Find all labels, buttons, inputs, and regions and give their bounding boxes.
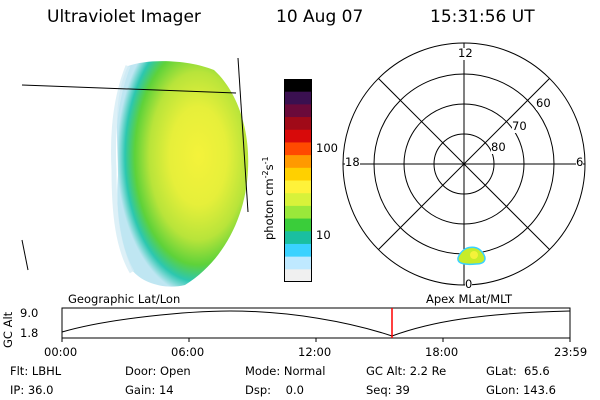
mlat-label-80: 80 bbox=[491, 140, 506, 154]
auroral-oval-peak bbox=[470, 251, 478, 259]
info-ip: IP: 36.0 bbox=[10, 383, 54, 397]
colorbar-segment bbox=[284, 193, 312, 207]
polar-meridian-diag bbox=[378, 78, 550, 250]
mlt-label-0: 0 bbox=[465, 277, 473, 291]
x-tick-label: 18:00 bbox=[425, 345, 459, 359]
x-tick-label: 23:59 bbox=[554, 345, 588, 359]
colorbar-segment bbox=[284, 167, 312, 182]
coastline-line bbox=[21, 84, 237, 94]
colorbar-segment bbox=[284, 269, 312, 282]
info-glon: GLon: 143.6 bbox=[486, 383, 556, 397]
colorbar-segment bbox=[284, 91, 312, 105]
info-gain: Gain: 14 bbox=[125, 383, 174, 397]
info-mode: Mode: Normal bbox=[245, 364, 326, 378]
timeline-y-tick: 1.8 bbox=[20, 326, 39, 340]
colorbar-segment bbox=[284, 243, 312, 258]
earth-disk-image bbox=[116, 61, 249, 287]
instrument-title: Ultraviolet Imager bbox=[47, 7, 201, 27]
timeline-left-caption: Geographic Lat/Lon bbox=[68, 292, 181, 306]
coastline-line bbox=[237, 57, 249, 213]
coastline-line bbox=[21, 239, 29, 271]
colorbar-segment bbox=[284, 218, 312, 232]
x-tick-label: 12:00 bbox=[298, 345, 332, 359]
mlt-label-18: 18 bbox=[345, 155, 360, 169]
info-filter: Flt: LBHL bbox=[10, 364, 62, 378]
info-dsp: Dsp: 0.0 bbox=[245, 383, 304, 397]
observation-date: 10 Aug 07 bbox=[276, 7, 364, 27]
mlt-label-12: 12 bbox=[458, 46, 473, 60]
observation-time: 15:31:56 UT bbox=[430, 7, 535, 27]
colorbar-segment bbox=[284, 205, 312, 220]
colorbar-segment bbox=[284, 129, 312, 144]
timeline-y-tick: 9.0 bbox=[20, 306, 39, 320]
colorbar-segment bbox=[284, 155, 312, 169]
colorbar-frame bbox=[284, 79, 312, 282]
polar-mlt-plot bbox=[342, 42, 586, 286]
colorbar-segment bbox=[284, 79, 312, 93]
mlat-label-60: 60 bbox=[536, 96, 551, 110]
info-door: Door: Open bbox=[125, 364, 191, 378]
colorbar-segment bbox=[284, 180, 312, 194]
mlt-label-6: 6 bbox=[576, 155, 584, 169]
mlat-label-70: 70 bbox=[512, 119, 527, 133]
colorbar-segment bbox=[284, 231, 312, 245]
colorbar-tick-100: 100 bbox=[316, 141, 338, 155]
info-seq: Seq: 39 bbox=[366, 383, 410, 397]
timeline-right-caption: Apex MLat/MLT bbox=[426, 292, 513, 306]
info-gc-alt: GC Alt: 2.2 Re bbox=[366, 364, 447, 378]
earth-limb-edge bbox=[111, 65, 135, 274]
color-scale-bar bbox=[284, 79, 312, 282]
info-glat: GLat: 65.6 bbox=[486, 364, 550, 378]
timeline-frame bbox=[61, 307, 571, 339]
colorbar-segment bbox=[284, 142, 312, 156]
colorbar-segment bbox=[284, 256, 312, 270]
x-tick-label: 06:00 bbox=[171, 345, 205, 359]
orbit-altitude-curve bbox=[61, 310, 571, 337]
colorbar-segment bbox=[284, 117, 312, 131]
colorbar-tick-10: 10 bbox=[316, 228, 331, 242]
colorbar-segment bbox=[284, 104, 312, 118]
x-tick-label: 00:00 bbox=[44, 345, 78, 359]
